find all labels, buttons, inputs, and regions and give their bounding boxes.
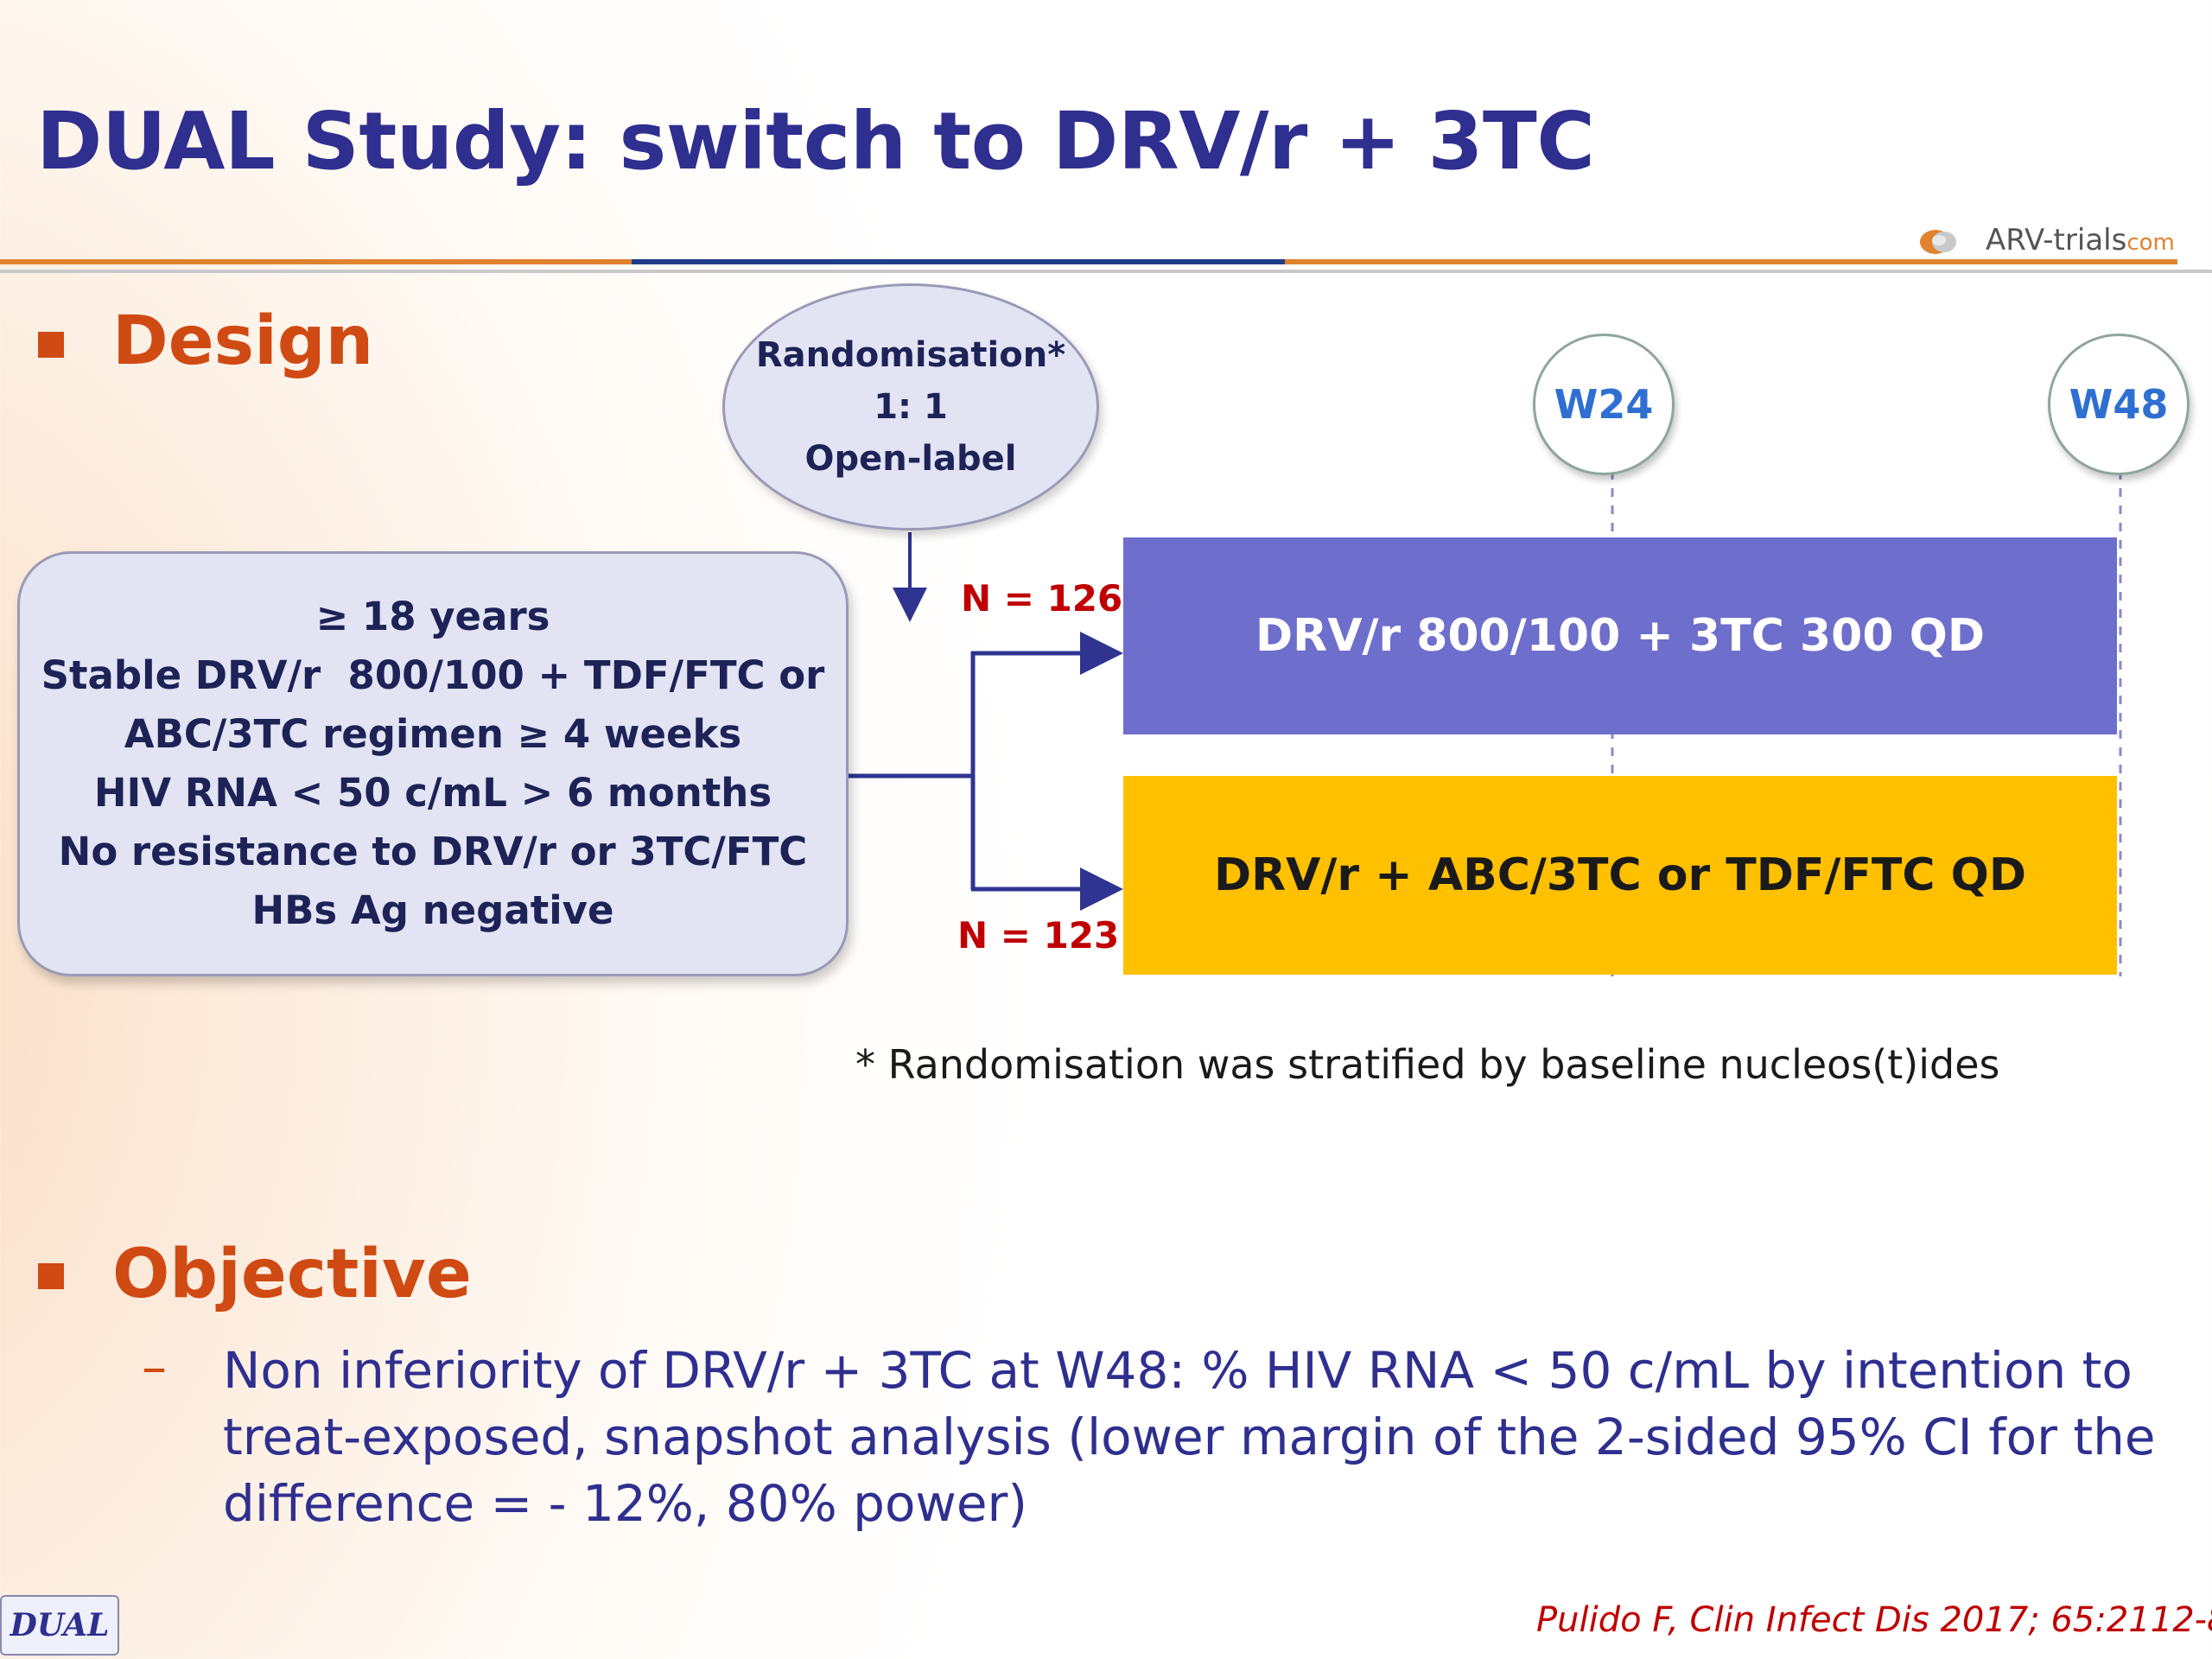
timepoint-w24: W24 bbox=[1533, 334, 1675, 475]
criterion: Stable DRV/r 800/100 + TDF/FTC or bbox=[41, 652, 825, 698]
randomisation-line-2: 1: 1 bbox=[874, 387, 948, 427]
title-rule-grey bbox=[0, 270, 2212, 273]
arm-drv-triple: DRV/r + ABC/3TC or TDF/FTC QD bbox=[1123, 776, 2117, 975]
objective-line: difference = - 12%, 80% power) bbox=[223, 1474, 1028, 1533]
objective-bullet bbox=[38, 1263, 64, 1289]
logo-text: ARV-trials bbox=[1986, 223, 2127, 257]
title-rule-colored bbox=[0, 259, 2177, 264]
randomisation-footnote: * Randomisation was stratified by baseli… bbox=[855, 1041, 2000, 1088]
design-heading: Design bbox=[112, 302, 374, 380]
inclusion-criteria-box: ≥ 18 years Stable DRV/r 800/100 + TDF/FT… bbox=[17, 551, 849, 976]
criterion: HIV RNA < 50 c/mL > 6 months bbox=[93, 770, 772, 816]
pill-icon bbox=[1920, 230, 1956, 254]
arm2-n-label: N = 123 bbox=[957, 914, 1120, 957]
timepoint-w48: W48 bbox=[2048, 334, 2190, 475]
criterion: ≥ 18 years bbox=[315, 594, 550, 639]
criterion: No resistance to DRV/r or 3TC/FTC bbox=[58, 829, 808, 874]
logo-suffix: com bbox=[2126, 230, 2175, 256]
objective-dash: – bbox=[142, 1338, 167, 1396]
citation: Pulido F, Clin Infect Dis 2017; 65:2112-… bbox=[1536, 1600, 2212, 1640]
objective-line: treat-exposed, snapshot analysis (lower … bbox=[223, 1408, 2156, 1466]
randomisation-line-3: Open-label bbox=[804, 439, 1017, 479]
criterion: ABC/3TC regimen ≥ 4 weeks bbox=[124, 711, 742, 757]
design-bullet bbox=[38, 332, 64, 358]
randomisation-line-1: Randomisation* bbox=[755, 335, 1066, 375]
objective-line: Non inferiority of DRV/r + 3TC at W48: %… bbox=[223, 1341, 2133, 1400]
objective-heading: Objective bbox=[112, 1236, 472, 1313]
slide-title: DUAL Study: switch to DRV/r + 3TC bbox=[36, 95, 1595, 188]
arm-drv-3tc: DRV/r 800/100 + 3TC 300 QD bbox=[1123, 537, 2117, 734]
dual-study-tag: DUAL bbox=[0, 1595, 119, 1656]
objective-text: Non inferiority of DRV/r + 3TC at W48: %… bbox=[223, 1338, 2156, 1537]
arm1-n-label: N = 126 bbox=[961, 577, 1123, 620]
arv-trials-logo: ARV-trialscom bbox=[1918, 216, 2195, 268]
randomisation-ellipse: Randomisation* 1: 1 Open-label bbox=[722, 283, 1099, 531]
criterion: HBs Ag negative bbox=[251, 887, 614, 933]
